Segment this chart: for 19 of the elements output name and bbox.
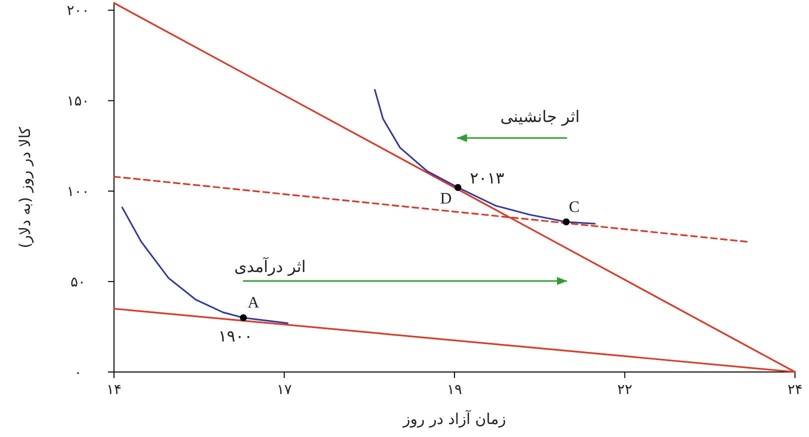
annotation: C [568, 198, 580, 216]
annotation: A [248, 294, 260, 312]
x-tick-label: ۱۴ [106, 382, 122, 398]
y-tick-label: ۵۰ [70, 274, 86, 291]
y-tick-label: ۰ [74, 365, 82, 381]
y-tick-label: ۲۰۰ [66, 3, 90, 20]
annotation: اثر جانشینی [500, 107, 580, 126]
annotation: ۲۰۱۳ [470, 168, 505, 188]
x-tick-label: ۱۹ [446, 382, 462, 398]
annotation: اثر درآمدی [234, 256, 306, 276]
annotation: D [440, 190, 452, 208]
x-tick-label: ۱۷ [276, 382, 292, 398]
annotation: ۱۹۰۰ [218, 326, 253, 346]
x-axis-title: زمان آزاد در روز [402, 409, 506, 428]
x-tick-label: ۲۲ [617, 382, 632, 398]
y-tick-label: ۱۵۰ [66, 94, 90, 110]
y-axis-title: کالا در روز (به دلار) [16, 126, 34, 248]
x-tick-label: ۲۴ [787, 382, 803, 398]
y-tick-label: ۱۰۰ [66, 184, 90, 200]
